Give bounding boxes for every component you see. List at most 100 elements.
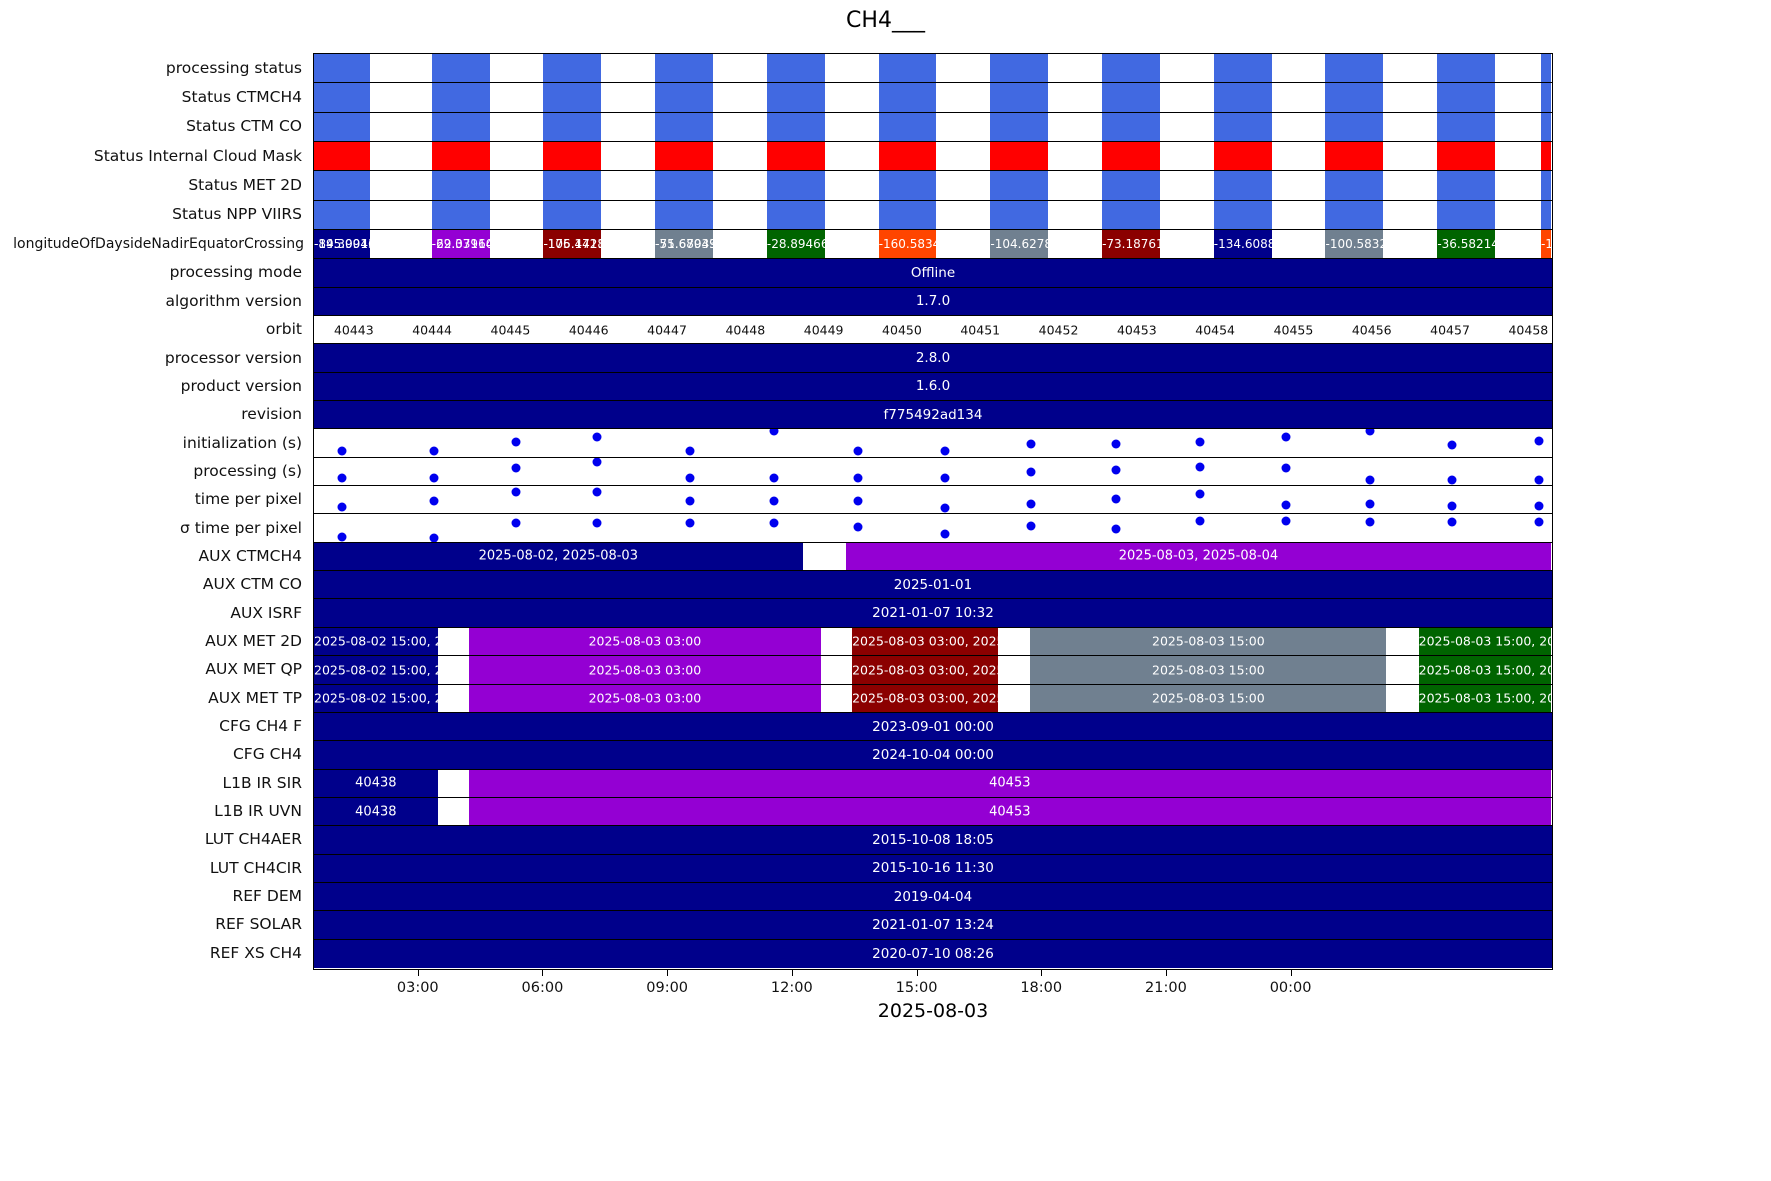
scatter-point	[769, 429, 779, 436]
scatter-point	[853, 496, 863, 506]
longitude-value: -75.67049	[655, 237, 717, 252]
scatter-point	[511, 518, 521, 528]
constant-value: 2.8.0	[915, 350, 951, 366]
longitude-value: -28.89466	[766, 237, 829, 252]
scatter-point	[1281, 516, 1291, 526]
met-segment: 2025-08-03 03:00, 2025-08-03 15:00	[852, 656, 1085, 684]
scatter-point	[769, 473, 779, 483]
met-segment: 2025-08-02 15:00, 2025-08-03 03:00	[314, 627, 547, 656]
met-segment	[437, 684, 469, 712]
status-block	[1213, 83, 1272, 112]
constant-band: 2021-01-07 10:32	[314, 599, 1552, 627]
timeline-row-15	[314, 486, 1552, 515]
status-block	[990, 171, 1049, 200]
met-segment	[1386, 684, 1419, 712]
scatter-point	[769, 518, 779, 528]
l1b-segment: 40438	[314, 769, 438, 797]
scatter-point	[853, 446, 863, 456]
row-label-initialization-s: initialization (s)	[182, 433, 302, 452]
status-block	[1213, 141, 1272, 171]
row-label-processing-mode: processing mode	[169, 263, 302, 282]
orbit-cell: 40455	[1248, 316, 1338, 343]
constant-band: 2025-01-01	[314, 571, 1552, 599]
met-segment: 2025-08-03 03:00	[468, 684, 822, 712]
orbit-number: 40447	[647, 322, 687, 338]
timeline-row-3	[314, 141, 1552, 172]
orbit-number: 40455	[1273, 322, 1314, 338]
row-label-algorithm-version: algorithm version	[165, 291, 302, 310]
constant-band: 1.7.0	[314, 287, 1552, 315]
orbit-cell: 40443	[314, 316, 399, 343]
constant-value: Offline	[910, 264, 956, 281]
status-block	[655, 141, 714, 171]
row-label-aux-met-qp: AUX MET QP	[205, 660, 302, 679]
scatter-point	[940, 503, 950, 513]
timeline-row-24: 2024-10-04 00:00	[314, 741, 1552, 770]
scatter-point	[592, 457, 602, 467]
timeline-row-25: 40438 40453	[314, 769, 1552, 798]
row-label-time-per-pixel: time per pixel	[194, 490, 302, 509]
constant-value: 2019-04-04	[893, 888, 973, 905]
status-block	[314, 54, 370, 83]
l1b-segment	[437, 769, 469, 797]
met-segment	[437, 656, 469, 684]
status-block	[543, 112, 602, 141]
row-label-cfg-ch4: CFG CH4	[232, 745, 302, 764]
x-axis-label: 2025-08-03	[877, 1000, 989, 1022]
met-segment: 2025-08-03 15:00	[1030, 684, 1387, 712]
constant-value: 1.6.0	[915, 378, 951, 395]
status-block	[431, 83, 490, 112]
scatter-point	[511, 463, 521, 473]
constant-band: 2019-04-04	[314, 882, 1552, 911]
constant-value: 2021-01-07 10:32	[872, 605, 994, 622]
longitude-value: -134.60886	[1213, 237, 1284, 252]
met-segment-value: 2025-08-03 03:00	[588, 690, 702, 706]
longitude-cell: -36.58214	[1437, 229, 1499, 259]
row-label-status-internal-cloud-mask: Status Internal Cloud Mask	[93, 146, 302, 165]
scatter-point	[1281, 463, 1291, 473]
status-block	[1102, 200, 1160, 229]
longitude-overlay-value: -62.37160	[431, 237, 494, 252]
orbit-cell: 40458	[1483, 316, 1552, 343]
status-block	[1213, 54, 1272, 83]
timeline-row-26: 40438 40453	[314, 797, 1552, 827]
scatter-point	[1447, 517, 1457, 527]
l1b-segment-value: 40453	[989, 775, 1031, 791]
axis-tick-label: 18:00	[1020, 980, 1063, 996]
status-block	[1102, 83, 1160, 112]
status-block	[314, 112, 370, 141]
axis-tick-label: 03:00	[396, 980, 439, 996]
aux-segment-value: 2025-08-02, 2025-08-03	[478, 548, 638, 564]
status-block	[543, 141, 602, 171]
orbit-cell: 40450	[857, 316, 947, 343]
status-block	[1102, 112, 1160, 141]
row-label-product-version: product version	[180, 376, 302, 395]
status-block	[655, 171, 714, 200]
scatter-point	[1195, 489, 1205, 499]
met-segment	[998, 627, 1031, 656]
longitude-overlay-value: -145.90438	[314, 237, 384, 252]
row-label-ref-solar: REF SOLAR	[215, 915, 302, 934]
orbit-number: 40453	[1116, 322, 1157, 338]
scatter-point	[1026, 499, 1036, 509]
scatter-point	[940, 529, 950, 539]
status-block	[1540, 141, 1551, 171]
scatter-point	[1111, 524, 1121, 534]
scatter-point	[429, 496, 439, 506]
axis-tick	[1290, 970, 1292, 976]
status-block	[1540, 200, 1551, 229]
met-segment-value: 2025-08-03 03:00, 2025-08-03 15:00	[852, 690, 1086, 706]
constant-value: 2024-10-04 00:00	[872, 746, 994, 763]
row-label-aux-ctmch4: AUX CTMCH4	[198, 546, 303, 565]
met-segment	[998, 684, 1031, 712]
timeline-row-1	[314, 83, 1552, 113]
met-segment-value: 2025-08-03 15:00, 2025-08-04 03:00	[1418, 690, 1552, 706]
constant-value: 2023-09-01 00:00	[872, 718, 994, 735]
longitude-value: -89.30916	[314, 237, 376, 252]
row-label-longitudeofdaysidenadirequatorcrossing: longitudeOfDaysideNadirEquatorCrossing	[13, 235, 304, 252]
status-block	[431, 141, 490, 171]
longitude-value: -29.03914	[431, 237, 494, 252]
timeline-plot-area: -89.30916 -29.03914 -106.14218 -75.67049 -28…	[313, 53, 1553, 970]
met-segment	[998, 656, 1031, 684]
timeline-row-13	[314, 429, 1552, 458]
